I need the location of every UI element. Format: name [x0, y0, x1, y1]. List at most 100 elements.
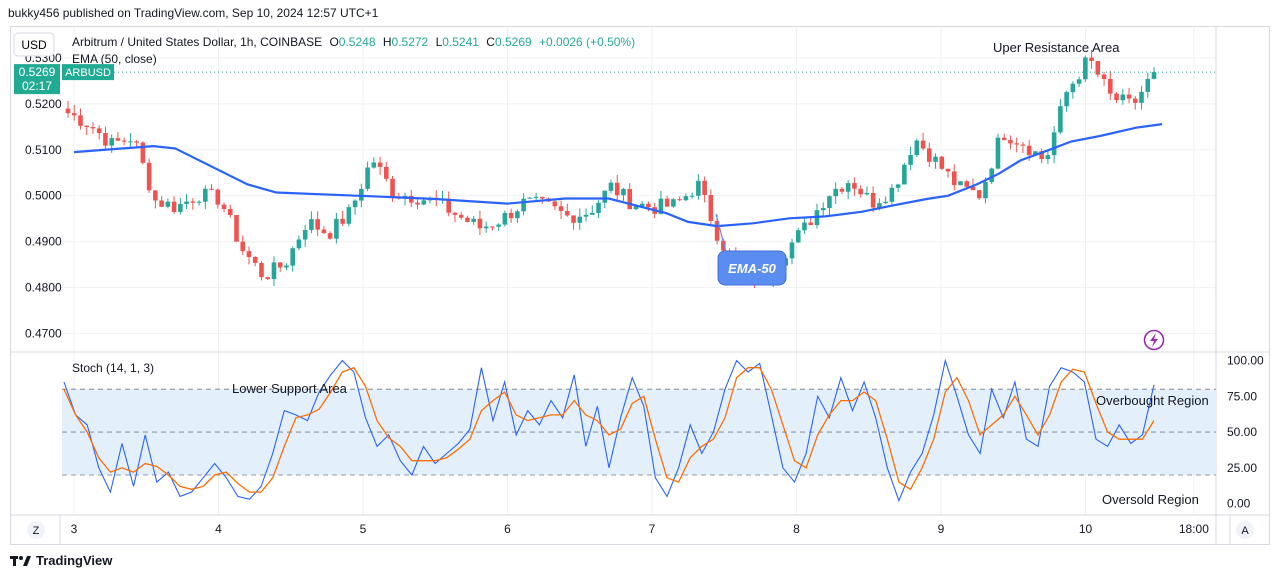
- time-tick-label: 4: [215, 522, 222, 536]
- candle-body: [84, 125, 90, 128]
- stoch-tick-label: 75.00: [1227, 389, 1257, 403]
- candle-body: [1120, 94, 1126, 101]
- candle-body: [277, 262, 283, 268]
- symbol-tag-text: ARBUSD: [65, 67, 111, 79]
- candle-body: [939, 156, 945, 169]
- candle-body: [870, 192, 876, 208]
- candle-body: [714, 221, 720, 241]
- candle-body: [933, 156, 938, 162]
- candle-body: [927, 148, 932, 162]
- candle-body: [689, 195, 695, 197]
- candle-body: [658, 198, 664, 214]
- zoom-button[interactable]: [27, 521, 45, 539]
- candle-body: [90, 127, 96, 129]
- auto-scale-button-label[interactable]: A: [1241, 525, 1249, 537]
- candle-body: [664, 198, 670, 207]
- price-tag-countdown: 02:17: [22, 79, 52, 93]
- ohlc-h: 0.5272: [392, 35, 429, 49]
- candle-body: [146, 162, 152, 191]
- candle-body: [171, 201, 177, 212]
- footer-brand: TradingView: [10, 553, 112, 568]
- candle-body: [945, 168, 951, 172]
- candle-body: [321, 229, 327, 234]
- candle-body: [203, 188, 208, 202]
- candle-body: [889, 187, 895, 202]
- price-tick-label: 0.4900: [25, 235, 62, 249]
- candle-body: [359, 188, 364, 201]
- candle-body: [820, 208, 826, 211]
- candle-body: [508, 212, 514, 219]
- candle-body: [196, 201, 202, 203]
- candle-body: [209, 188, 214, 190]
- candle-body: [1108, 78, 1113, 94]
- currency-button[interactable]: [13, 32, 55, 57]
- candle-body: [1083, 57, 1088, 80]
- candle-body: [577, 216, 583, 223]
- chart-frame: [10, 26, 1270, 545]
- candle-body: [671, 199, 676, 207]
- candle-body: [271, 262, 277, 280]
- candle-body: [340, 218, 345, 224]
- candle-body: [78, 115, 83, 126]
- candle-body: [895, 184, 901, 188]
- candle-body: [415, 202, 420, 205]
- support-annotation: Lower Support Area: [232, 381, 348, 396]
- candle-body: [908, 155, 913, 165]
- ohlc-c: 0.5269: [495, 35, 532, 49]
- ohlc-o: 0.5248: [339, 35, 376, 49]
- candle-body: [153, 190, 158, 201]
- candle-body: [446, 198, 452, 213]
- time-tick-label: 7: [649, 522, 656, 536]
- stoch-k-line: [63, 358, 1155, 503]
- zoom-button-label[interactable]: Z: [33, 525, 40, 537]
- candle-body: [515, 211, 520, 219]
- price-tick-label: 0.5000: [25, 189, 62, 203]
- ema-legend[interactable]: EMA (50, close): [72, 52, 157, 66]
- time-tick-label: 9: [938, 522, 945, 536]
- candle-body: [190, 201, 196, 203]
- candle-body: [483, 226, 489, 229]
- ema50-line: [73, 123, 1163, 228]
- candle-body: [71, 113, 77, 116]
- stoch-axis[interactable]: 100.00 75.00 50.00 25.00 0.00: [1227, 354, 1264, 511]
- stoch-tick-label: 50.00: [1227, 425, 1257, 439]
- candle-body: [128, 141, 133, 143]
- candle-body: [465, 217, 470, 222]
- symbol-title: Arbitrum / United States Dollar, 1h, COI…: [72, 35, 635, 49]
- candle-body: [1132, 98, 1138, 103]
- candle-body: [621, 188, 626, 196]
- candle-body: [377, 162, 383, 167]
- candle-body: [103, 133, 108, 146]
- candle-body: [565, 211, 570, 216]
- candle-body: [1045, 155, 1051, 160]
- time-axis[interactable]: 3 4 5 6 7 8 9 10 18:00: [71, 522, 1210, 536]
- candle-body: [134, 141, 139, 143]
- ohlc-h-label: H: [383, 35, 392, 49]
- candle-body: [877, 203, 882, 208]
- oversold-annotation: Oversold Region: [1102, 492, 1199, 507]
- candle-body: [696, 180, 701, 196]
- stoch-legend[interactable]: Stoch (14, 1, 3): [72, 361, 154, 375]
- candle-body: [789, 242, 795, 259]
- time-tick-label: 5: [360, 522, 367, 536]
- candle-body: [1026, 145, 1032, 156]
- lightning-icon[interactable]: [1143, 329, 1165, 351]
- candle-body: [839, 188, 845, 192]
- candle-body: [346, 207, 352, 224]
- price-axis[interactable]: 0.53000.52000.51000.50000.49000.48000.47…: [25, 51, 62, 341]
- candle-body: [639, 203, 645, 207]
- candle-body: [627, 188, 633, 210]
- auto-scale-button[interactable]: [1236, 521, 1254, 539]
- candle-body: [1008, 140, 1013, 144]
- currency-label[interactable]: USD: [21, 38, 47, 52]
- candle-body: [109, 138, 114, 146]
- price-tick-label: 0.5200: [25, 97, 62, 111]
- candle-body: [983, 182, 988, 199]
- candle-body: [708, 194, 714, 222]
- candle-body: [309, 219, 314, 231]
- candle-body: [608, 182, 614, 191]
- candle-body: [290, 248, 295, 266]
- candle-body: [421, 200, 427, 205]
- candles: [65, 49, 1157, 288]
